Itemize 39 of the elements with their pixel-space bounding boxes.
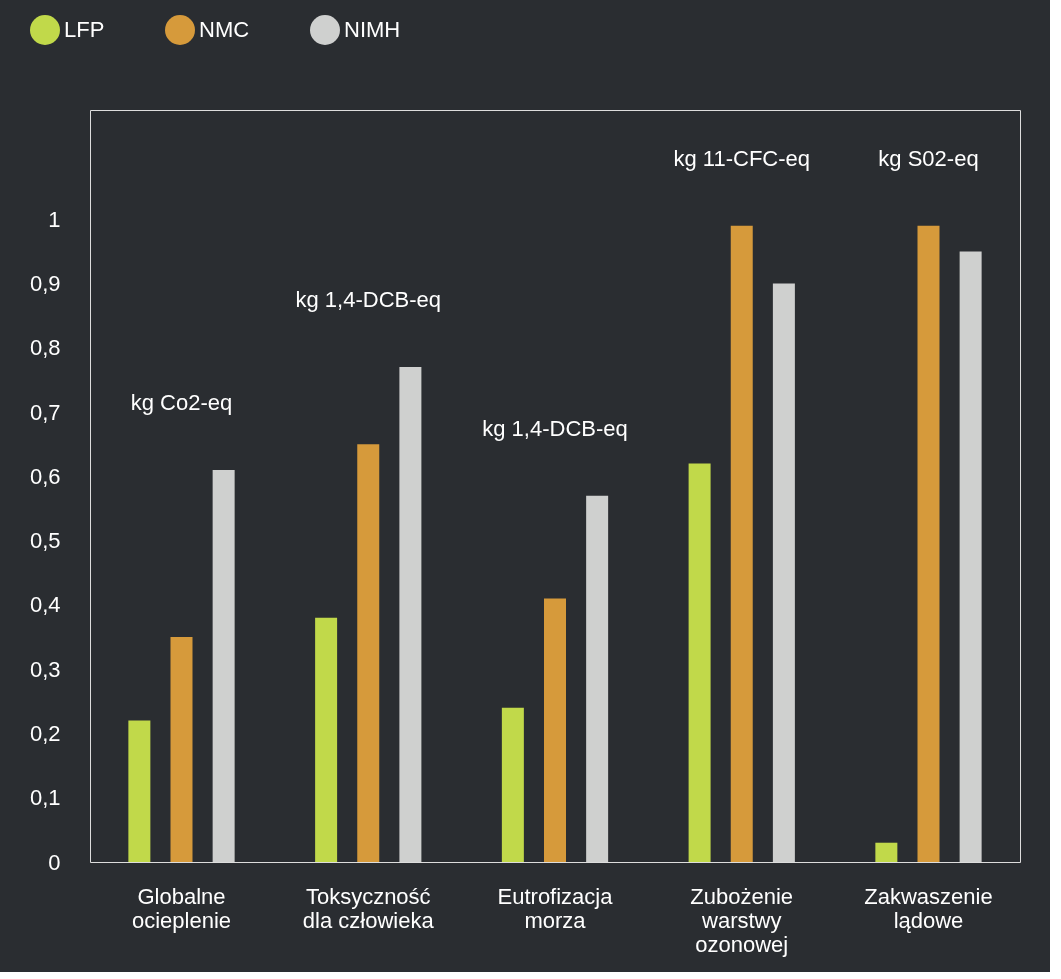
legend-label: NMC: [199, 17, 250, 42]
y-tick-label: 0,6: [29, 463, 61, 489]
bar: [544, 598, 566, 862]
bar: [730, 225, 753, 862]
y-tick-label: 0: [48, 849, 61, 875]
y-tick-label: 1: [48, 206, 61, 232]
y-tick-label: 0,8: [29, 335, 61, 361]
bar: [917, 225, 940, 862]
y-tick-label: 0,1: [29, 785, 61, 811]
y-tick-label: 0,9: [29, 271, 61, 297]
annotation: kg S02-eq: [878, 145, 979, 171]
bar: [212, 469, 235, 862]
x-tick-label: Zakwaszenie lądowe: [864, 883, 993, 933]
bar: [128, 720, 151, 862]
bar: [399, 367, 422, 862]
annotation: kg 1,4-DCB-eq: [295, 287, 442, 313]
legend-label: LFP: [64, 17, 105, 42]
bar: [315, 617, 338, 862]
y-tick-label: 0,2: [29, 720, 61, 746]
bar: [501, 707, 524, 862]
bar: [688, 463, 711, 862]
legend-label: NIMH: [344, 17, 401, 42]
bar: [875, 842, 898, 862]
y-tick-label: 0,4: [29, 592, 61, 618]
bar: [959, 251, 982, 862]
annotation: kg Co2-eq: [130, 389, 233, 415]
y-tick-label: 0,5: [29, 528, 61, 554]
x-tick-label: Zubożenie warstwy ozonowej: [690, 883, 794, 957]
y-tick-label: 0,7: [29, 399, 61, 425]
bar: [586, 495, 609, 862]
bar: [170, 637, 193, 862]
bar: [772, 283, 795, 862]
bar: [357, 444, 380, 862]
annotation: kg 1,4-DCB-eq: [482, 415, 628, 441]
y-tick-label: 0,3: [29, 656, 61, 682]
x-tick-label: Eutrofizacja morza: [497, 883, 614, 933]
annotation: kg 11-CFC-eq: [673, 145, 811, 171]
x-tick-label: Toksyczność dla człowieka: [302, 883, 435, 933]
x-tick-label: Globalne ocieplenie: [131, 883, 232, 933]
